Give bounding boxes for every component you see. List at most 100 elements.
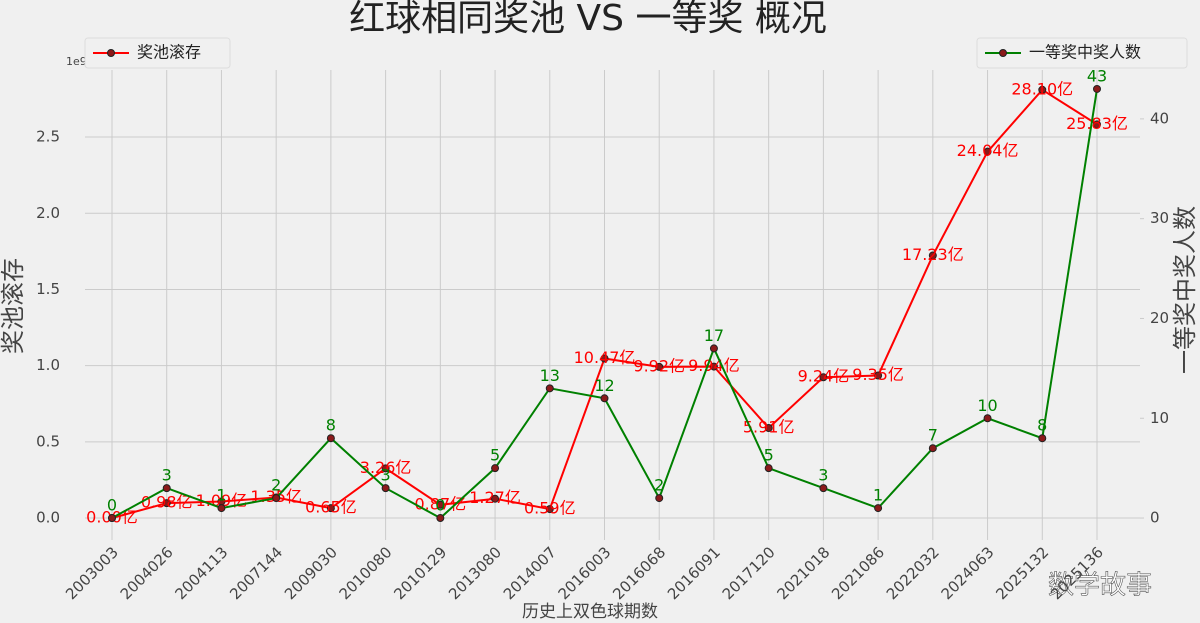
data-label: 5 (764, 446, 774, 465)
data-label: 0 (435, 496, 445, 515)
point (655, 362, 664, 371)
point (436, 500, 445, 509)
point (764, 464, 773, 473)
x-tick-label: 2003003 (62, 543, 122, 603)
y2-tick-label: 30 (1150, 209, 1169, 227)
data-label: 3 (381, 466, 391, 485)
point (600, 354, 609, 363)
point (709, 362, 718, 371)
x-tick-label: 2004026 (117, 543, 177, 603)
y2-axis-label: 一等奖中奖人数 (1171, 206, 1199, 374)
data-label: 3 (818, 466, 828, 485)
y2-tick-label: 40 (1150, 109, 1169, 127)
y-tick-label: 1.5 (36, 280, 60, 298)
x-tick-label: 2025132 (992, 543, 1052, 603)
x-tick-label: 2021018 (773, 543, 833, 603)
point (217, 504, 226, 513)
y-tick-label: 0.0 (36, 509, 60, 527)
data-label: 8 (326, 416, 336, 435)
point (326, 504, 335, 513)
data-label: 1.27亿 (469, 488, 521, 507)
point (983, 414, 992, 423)
x-tick-label: 2010129 (390, 543, 450, 603)
data-label: 5 (490, 446, 500, 465)
legend: 一等奖中奖人数 (976, 37, 1188, 69)
y-axis-label: 奖池滚存 (0, 258, 27, 354)
point (381, 464, 390, 473)
y2-tick-label: 20 (1150, 309, 1169, 327)
point (764, 423, 773, 432)
data-label: 10 (977, 396, 997, 415)
x-tick-label: 2009030 (281, 543, 341, 603)
legend-box (976, 37, 1188, 69)
point (162, 484, 171, 493)
data-label: 2 (654, 476, 664, 495)
axis-offset: 1e9 (66, 55, 87, 68)
data-label: 9.24亿 (798, 367, 850, 386)
data-label: 10.47亿 (574, 348, 636, 367)
x-tick-label: 2014007 (500, 543, 560, 603)
legend-label: 奖池滚存 (137, 43, 201, 62)
data-label: 12 (594, 376, 614, 395)
data-label: 9.35亿 (852, 365, 904, 384)
x-tick-label: 2010080 (336, 543, 396, 603)
x-axis-label: 历史上双色球期数 (522, 602, 658, 622)
point (1093, 84, 1101, 93)
legend-marker (107, 49, 115, 57)
data-label: 17.23亿 (902, 245, 964, 264)
x-tick-label: 2007144 (226, 543, 286, 603)
point (655, 494, 664, 503)
data-label: 0.87亿 (415, 494, 467, 513)
x-tick-label: 2024063 (938, 543, 998, 603)
legend-label: 一等奖中奖人数 (1029, 43, 1141, 62)
data-label: 0 (107, 496, 117, 515)
data-label: 2 (271, 476, 281, 495)
data-label: 5.91亿 (743, 417, 795, 436)
y-tick-label: 0.5 (36, 432, 60, 450)
x-tick-label: 2022032 (883, 543, 943, 603)
point (1038, 434, 1047, 443)
y2-tick-label: 10 (1150, 409, 1169, 427)
x-tick-label: 2021086 (828, 543, 888, 603)
data-label: 3 (162, 466, 172, 485)
point (819, 373, 828, 382)
point (600, 394, 609, 403)
point (1038, 85, 1047, 94)
point (545, 505, 554, 514)
data-label: 8 (1037, 416, 1047, 435)
data-label: 13 (540, 366, 560, 385)
watermark: 数学故事 (1048, 571, 1152, 601)
x-tick-label: 2016068 (609, 543, 669, 603)
point (709, 344, 718, 353)
data-label: 7 (928, 426, 938, 445)
point (436, 514, 445, 523)
data-label: 1 (873, 486, 883, 505)
legend-box (84, 37, 231, 69)
point (874, 371, 883, 380)
data-label: 0.65亿 (305, 498, 357, 517)
point (326, 434, 335, 443)
point (1093, 120, 1101, 129)
data-label: 43 (1087, 66, 1107, 85)
chart-title: 红球相同奖池 VS 一等奖 概况 (349, 0, 827, 39)
data-label: 28.10亿 (1011, 79, 1073, 98)
data-label: 0.59亿 (524, 499, 576, 518)
y-tick-label: 1.0 (36, 356, 60, 374)
data-label: 9.94亿 (688, 356, 740, 375)
point (491, 494, 500, 503)
x-tick-label: 2004113 (171, 543, 231, 603)
legend-marker (999, 49, 1007, 57)
data-label: 25.83亿 (1066, 114, 1128, 133)
point (928, 251, 937, 260)
data-label: 17 (704, 326, 724, 345)
x-tick-label: 2016003 (555, 543, 615, 603)
data-label: 1 (216, 486, 226, 505)
legend: 奖池滚存 (84, 37, 231, 69)
y2-tick-label: 0 (1150, 509, 1160, 527)
point (819, 484, 828, 493)
point (928, 444, 937, 453)
point (162, 499, 171, 508)
point (983, 147, 992, 156)
x-tick-label: 2017120 (719, 543, 779, 603)
